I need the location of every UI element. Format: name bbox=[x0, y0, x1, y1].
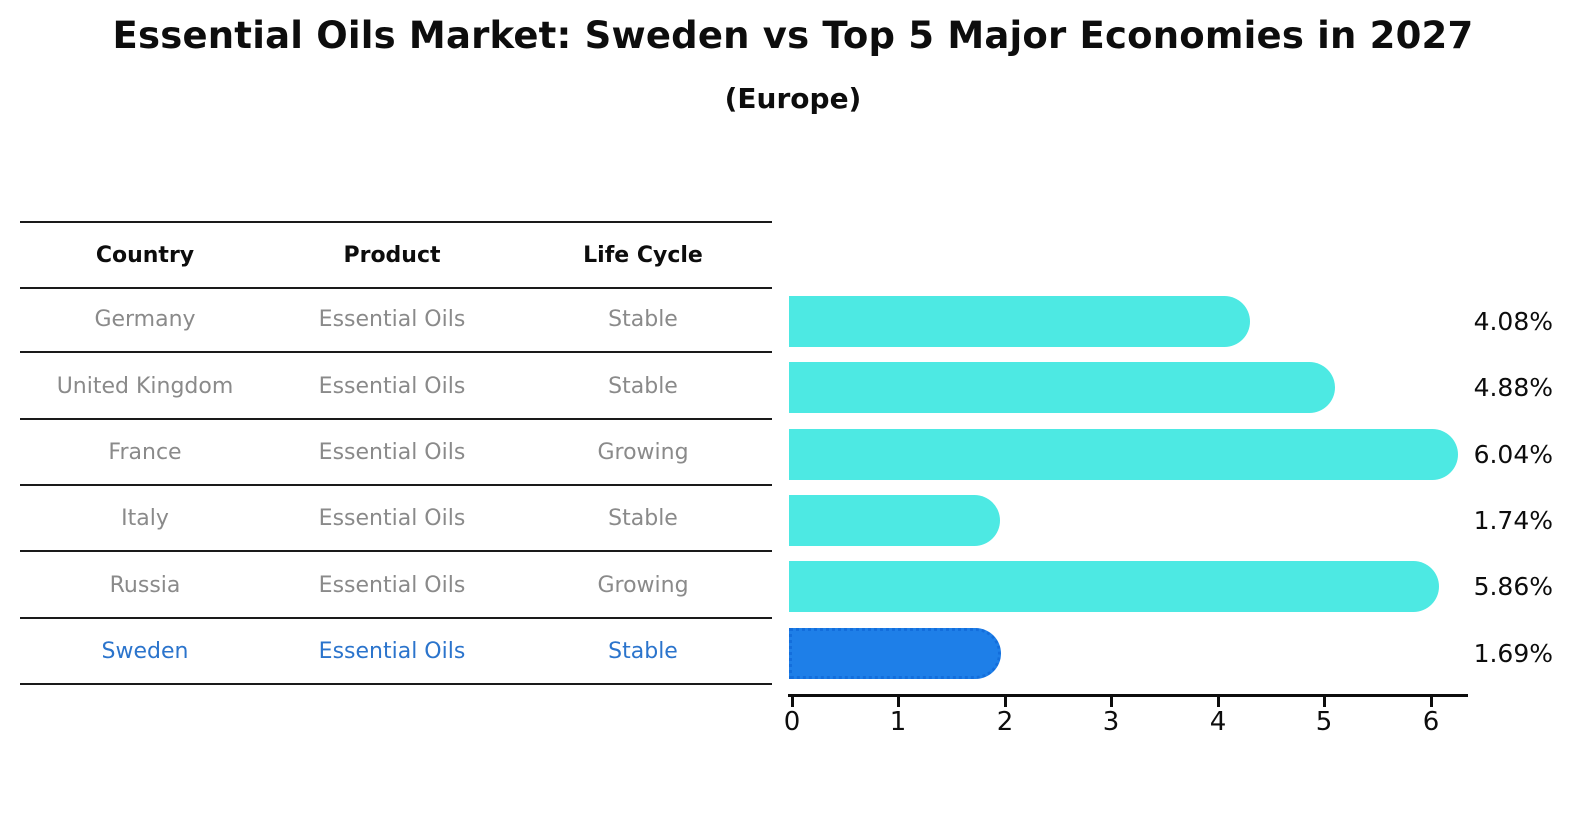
life-cycle-cell: Growing bbox=[597, 572, 689, 598]
life-cycle-cell: Stable bbox=[608, 373, 678, 399]
bar-value-label: 1.74% bbox=[1473, 506, 1553, 535]
x-axis-tick-label: 5 bbox=[1315, 707, 1333, 737]
country-cell: Russia bbox=[109, 572, 181, 598]
bar-row: 5.86% bbox=[789, 561, 1586, 612]
x-axis-tick bbox=[1430, 697, 1433, 707]
x-axis-tick-label: 4 bbox=[1209, 707, 1227, 737]
column-header-country: Country bbox=[95, 242, 195, 268]
bar-value-label: 1.69% bbox=[1473, 639, 1553, 668]
bar bbox=[789, 628, 1001, 679]
bar bbox=[789, 495, 1001, 546]
x-axis-tick bbox=[897, 697, 900, 707]
x-axis-tick-label: 6 bbox=[1422, 707, 1440, 737]
bar-row: 1.69% bbox=[789, 628, 1586, 679]
column-header-life-cycle: Life Cycle bbox=[583, 242, 703, 268]
chart-subtitle: (Europe) bbox=[724, 82, 862, 115]
table-row: Sweden Essential Oils Stable bbox=[20, 619, 772, 685]
x-axis-tick bbox=[1217, 697, 1220, 707]
bar bbox=[789, 429, 1459, 480]
bar-value-label: 4.08% bbox=[1473, 307, 1553, 336]
table-row: France Essential Oils Growing bbox=[20, 420, 772, 486]
bar-row: 4.88% bbox=[789, 362, 1586, 413]
chart-title: Essential Oils Market: Sweden vs Top 5 M… bbox=[112, 14, 1474, 57]
product-cell: Essential Oils bbox=[318, 439, 466, 465]
x-axis-tick-label: 2 bbox=[996, 707, 1014, 737]
x-axis-tick bbox=[791, 697, 794, 707]
x-axis-tick bbox=[1323, 697, 1326, 707]
product-cell: Essential Oils bbox=[318, 638, 466, 664]
bar-row: 4.08% bbox=[789, 296, 1586, 347]
product-cell: Essential Oils bbox=[318, 505, 466, 531]
bar-value-label: 6.04% bbox=[1473, 440, 1553, 469]
life-cycle-cell: Stable bbox=[608, 638, 678, 664]
product-cell: Essential Oils bbox=[318, 373, 466, 399]
country-cell: Sweden bbox=[101, 638, 189, 664]
column-header-product: Product bbox=[343, 242, 441, 268]
bar-row: 6.04% bbox=[789, 429, 1586, 480]
x-axis-line bbox=[788, 694, 1468, 697]
bar bbox=[789, 561, 1440, 612]
product-cell: Essential Oils bbox=[318, 572, 466, 598]
table-row: Germany Essential Oils Stable bbox=[20, 287, 772, 353]
life-cycle-cell: Stable bbox=[608, 306, 678, 332]
bar-value-label: 5.86% bbox=[1473, 572, 1553, 601]
life-cycle-cell: Growing bbox=[597, 439, 689, 465]
bar bbox=[789, 362, 1335, 413]
country-cell: Italy bbox=[121, 505, 169, 531]
table-row: Russia Essential Oils Growing bbox=[20, 553, 772, 619]
x-axis-tick-label: 3 bbox=[1102, 707, 1120, 737]
product-cell: Essential Oils bbox=[318, 306, 466, 332]
x-axis-tick bbox=[1004, 697, 1007, 707]
table-row: Italy Essential Oils Stable bbox=[20, 486, 772, 552]
life-cycle-cell: Stable bbox=[608, 505, 678, 531]
country-cell: Germany bbox=[94, 306, 196, 332]
x-axis-tick bbox=[1110, 697, 1113, 707]
bar-value-label: 4.88% bbox=[1473, 373, 1553, 402]
country-cell: United Kingdom bbox=[56, 373, 234, 399]
bar-row: 1.74% bbox=[789, 495, 1586, 546]
country-cell: France bbox=[108, 439, 182, 465]
table-row: United Kingdom Essential Oils Stable bbox=[20, 354, 772, 420]
x-axis-tick-label: 0 bbox=[783, 707, 801, 737]
x-axis-tick-label: 1 bbox=[889, 707, 907, 737]
bar bbox=[789, 296, 1250, 347]
table-header-row: Country Product Life Cycle bbox=[20, 221, 772, 289]
